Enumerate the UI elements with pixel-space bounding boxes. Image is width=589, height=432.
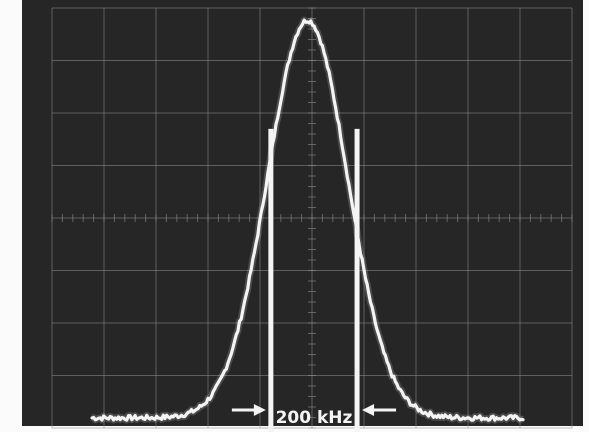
crt-screen [22, 0, 583, 426]
signal-trace [90, 18, 525, 422]
signal-trace-glow [90, 16, 525, 424]
right-arrow-icon [362, 404, 397, 416]
arrow-head [362, 404, 375, 416]
arrow-head [253, 404, 266, 416]
span-label: 200 kHz [276, 408, 353, 428]
left-arrow-icon [231, 404, 266, 416]
graticule [51, 7, 573, 429]
